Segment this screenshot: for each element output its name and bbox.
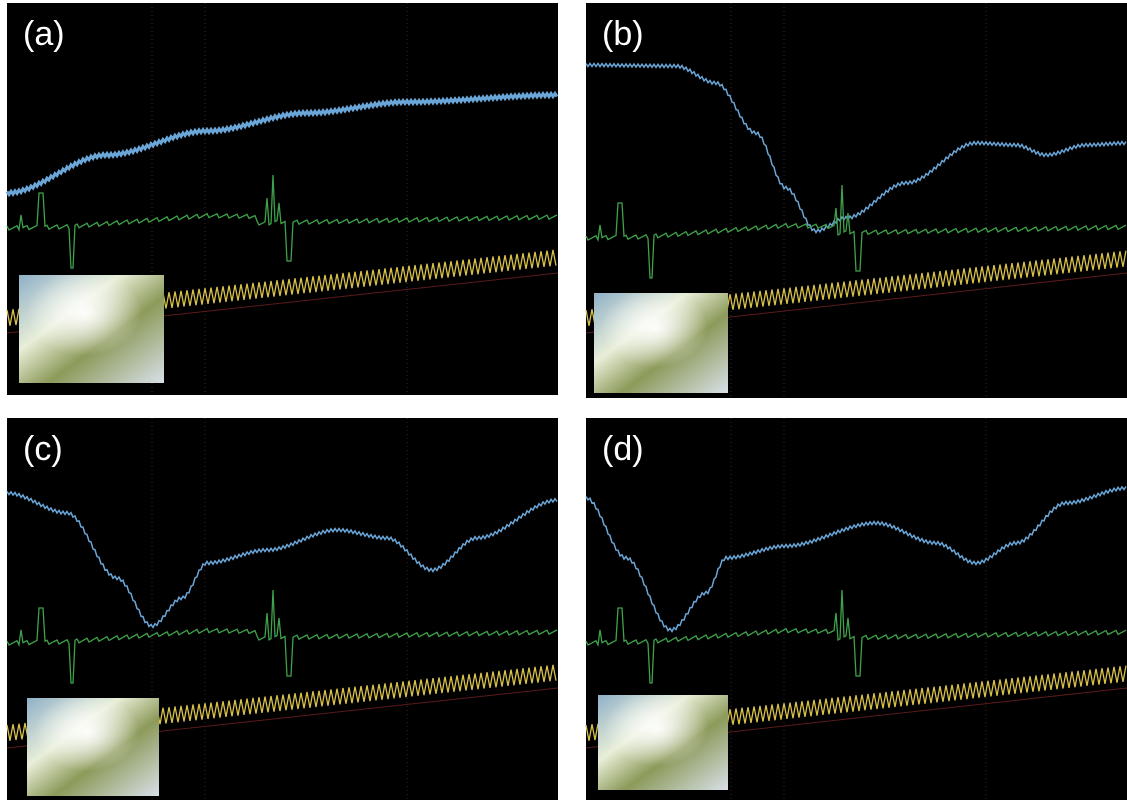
panel-label: (c) (23, 430, 63, 468)
panel-label: (d) (602, 430, 644, 468)
blue-trace (585, 485, 1127, 633)
blue-trace (6, 490, 558, 629)
panel: (d) (585, 418, 1127, 800)
inset-glare (598, 695, 728, 790)
panel-label: (b) (602, 15, 644, 53)
green-trace (585, 184, 1127, 279)
inset-glare (19, 275, 164, 383)
panel-label: (a) (23, 15, 65, 53)
panel: (c) (6, 418, 559, 800)
blue-trace (5, 90, 559, 198)
panel: (b) (585, 3, 1127, 398)
green-trace (6, 174, 558, 269)
green-trace (585, 589, 1127, 684)
inset-glare (594, 293, 728, 393)
panel: (a) (5, 3, 559, 395)
inset-glare (27, 698, 159, 796)
blue-trace (585, 62, 1127, 234)
green-trace (6, 589, 558, 684)
